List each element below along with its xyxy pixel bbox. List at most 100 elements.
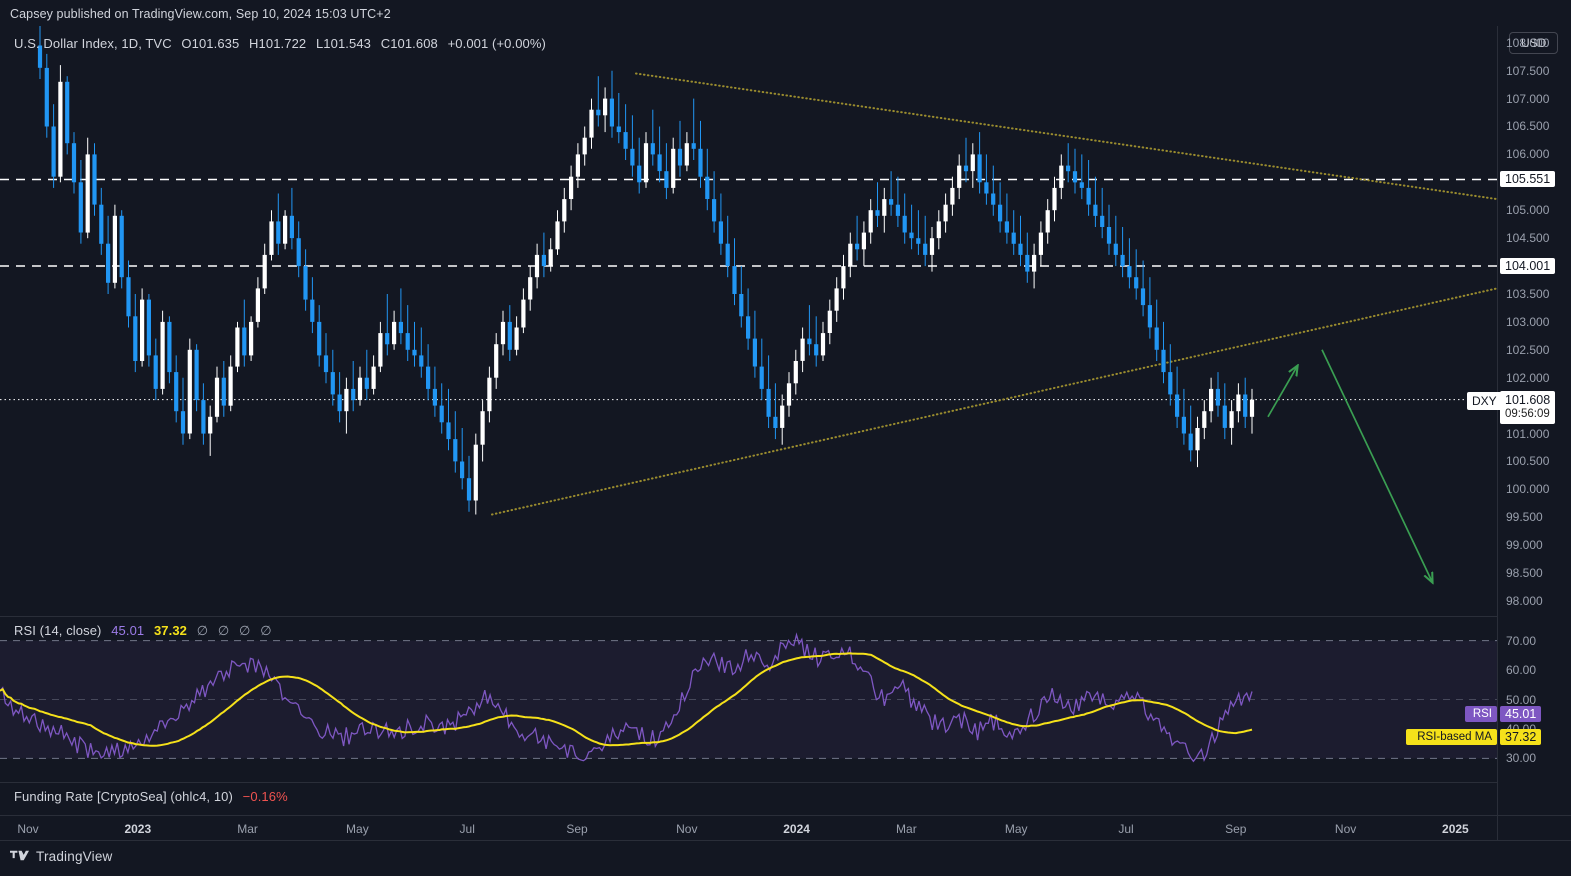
tradingview-logo-icon — [10, 850, 29, 861]
funding-title[interactable]: Funding Rate [CryptoSea] (ohlc4, 10) — [14, 789, 233, 804]
candle-body — [398, 321, 403, 334]
candle-body — [330, 372, 335, 395]
time-axis-month-tick: Nov — [17, 822, 39, 836]
candle-body — [773, 416, 778, 428]
time-axis-month-tick: Sep — [1225, 822, 1247, 836]
rsi-nil-1: ∅ — [196, 623, 209, 638]
funding-rate-pane[interactable] — [0, 783, 1497, 815]
candle-body — [1127, 266, 1132, 278]
annotation-down-arrow[interactable] — [1321, 349, 1432, 582]
candle-body — [167, 321, 172, 373]
candle-body — [841, 266, 846, 289]
time-axis-month-tick: May — [346, 822, 369, 836]
candle-body — [276, 221, 281, 244]
attribution-text: Capsey published on TradingView.com, Sep… — [10, 7, 391, 21]
rsi-title[interactable]: RSI (14, close) — [14, 623, 102, 638]
candle-body — [58, 81, 63, 177]
candle-body — [494, 344, 499, 378]
last-price-value: 101.608 — [1505, 392, 1551, 407]
rsi-series-tag[interactable]: RSI — [1465, 706, 1497, 723]
symbol-label[interactable]: U.S. Dollar Index, 1D, TVC — [14, 36, 172, 51]
candle-body — [500, 321, 506, 345]
candle-body — [582, 137, 587, 155]
candle-body — [1072, 171, 1078, 183]
candle-body — [889, 199, 894, 205]
candle-body — [1066, 165, 1071, 172]
tradingview-logo[interactable]: TradingView — [10, 849, 113, 864]
candle-body — [65, 81, 70, 144]
price-level-label[interactable]: 104.001 — [1500, 258, 1556, 274]
rsi-nil-2: ∅ — [217, 623, 230, 638]
price-axis-tick: 100.000 — [1506, 482, 1550, 497]
candle-body — [950, 187, 955, 205]
candle-body — [800, 338, 805, 361]
price-axis-tick: 98.500 — [1506, 566, 1543, 581]
candle-body — [487, 377, 492, 412]
price-axis-tick: 99.500 — [1506, 510, 1543, 525]
last-price-label[interactable]: 101.608 09:56:09 — [1500, 390, 1556, 424]
candle-body — [991, 193, 996, 205]
price-level-label[interactable]: 105.551 — [1500, 171, 1556, 188]
candle-body — [466, 478, 472, 501]
price-pane-legend: U.S. Dollar Index, 1D, TVC O101.635 H101… — [14, 36, 546, 51]
candle-body — [153, 355, 158, 389]
trendline-descending-resistance[interactable] — [635, 72, 1497, 201]
rsi-axis-tick: 70.00 — [1506, 633, 1537, 648]
candle-body — [385, 333, 390, 345]
candle-body — [650, 143, 655, 155]
candle-body — [1120, 254, 1125, 267]
candle-body — [208, 416, 213, 434]
candle-body — [480, 411, 485, 445]
candle-body — [1222, 405, 1227, 428]
candle-body — [861, 232, 866, 250]
time-axis-month-tick: May — [1004, 822, 1028, 836]
candle-body — [1154, 327, 1159, 350]
price-axis-tick: 99.000 — [1506, 538, 1543, 553]
annotation-up-arrow[interactable] — [1267, 367, 1297, 418]
candle-body — [194, 349, 199, 400]
candle-body — [180, 411, 186, 434]
rsi-ma-series — [0, 652, 1253, 747]
candle-body — [378, 333, 383, 367]
candle-body — [528, 277, 533, 300]
rsi-ma-value-badge[interactable]: 37.32 — [1500, 728, 1542, 745]
price-axis[interactable]: USD 108.000 107.500 107.000 106.500 106.000 1… — [1497, 26, 1571, 815]
trendline-ascending-support[interactable] — [491, 287, 1497, 516]
candle-body — [235, 327, 240, 367]
funding-pane-legend: Funding Rate [CryptoSea] (ohlc4, 10) −0.… — [14, 789, 288, 804]
candle-body — [923, 243, 928, 255]
candle-body — [473, 444, 478, 501]
candle-body — [214, 377, 220, 417]
candle-body — [1100, 215, 1105, 227]
candle-body — [228, 366, 233, 406]
candle-body — [712, 199, 717, 222]
candle-body — [555, 221, 560, 250]
candle-body — [548, 249, 553, 266]
pane-divider-price-rsi — [0, 616, 1497, 617]
rsi-value-badge[interactable]: 45.01 — [1500, 706, 1542, 723]
candle-body — [936, 221, 941, 239]
candle-body — [569, 176, 574, 199]
rsi-line-series — [0, 632, 1253, 763]
rsi-ma-value: 37.32 — [153, 623, 188, 638]
bar-countdown: 09:56:09 — [1505, 407, 1550, 420]
candle-body — [589, 109, 594, 138]
symbol-tag-dxy[interactable]: DXY — [1467, 391, 1502, 410]
candle-body — [855, 243, 860, 250]
currency-badge[interactable]: USD — [1509, 32, 1559, 54]
candle-body — [998, 204, 1003, 222]
candle-body — [977, 154, 982, 183]
rsi-pane[interactable] — [0, 617, 1497, 782]
candle-body — [1188, 433, 1193, 451]
candle-body — [868, 210, 873, 233]
rsi-ma-series-tag[interactable]: RSI-based MA — [1406, 728, 1497, 745]
candle-body — [616, 126, 621, 133]
time-axis[interactable]: Nov 2023 Mar May Jul Sep Nov 2024 Mar May Jul Sep No… — [0, 815, 1571, 841]
candle-body — [514, 327, 519, 350]
candle-body — [984, 182, 989, 194]
candle-body — [1147, 305, 1152, 328]
price-axis-tick: 106.000 — [1506, 147, 1550, 162]
candle-body — [1161, 349, 1166, 373]
price-pane[interactable] — [0, 26, 1497, 615]
candle-body — [1011, 232, 1016, 244]
